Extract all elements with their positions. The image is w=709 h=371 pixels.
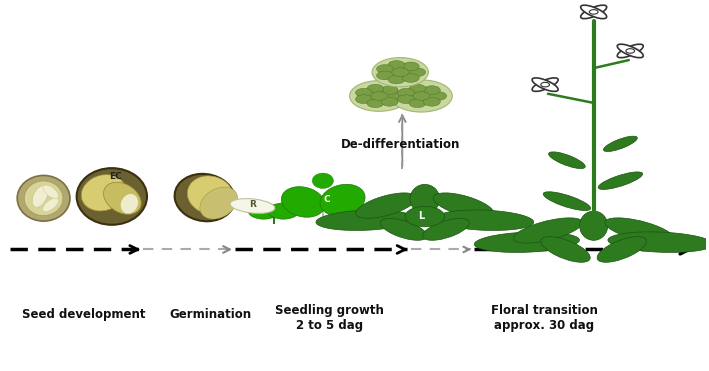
- Circle shape: [367, 84, 384, 93]
- Circle shape: [388, 75, 405, 84]
- Ellipse shape: [82, 175, 125, 211]
- Text: Seed development: Seed development: [22, 308, 145, 321]
- Circle shape: [355, 95, 372, 104]
- Ellipse shape: [320, 184, 365, 216]
- Text: L: L: [418, 211, 425, 221]
- Circle shape: [372, 58, 428, 87]
- Circle shape: [541, 82, 549, 87]
- Ellipse shape: [200, 187, 238, 219]
- Ellipse shape: [549, 152, 585, 168]
- Ellipse shape: [433, 193, 494, 218]
- Circle shape: [423, 98, 440, 106]
- Ellipse shape: [513, 218, 583, 243]
- Ellipse shape: [104, 182, 141, 214]
- Ellipse shape: [174, 174, 235, 221]
- Ellipse shape: [187, 176, 233, 214]
- Circle shape: [405, 206, 445, 227]
- Circle shape: [350, 81, 408, 111]
- Circle shape: [367, 99, 384, 108]
- Ellipse shape: [380, 219, 427, 240]
- Ellipse shape: [281, 187, 325, 217]
- Circle shape: [268, 203, 299, 219]
- Ellipse shape: [543, 192, 591, 210]
- Circle shape: [381, 86, 398, 95]
- Text: EC: EC: [109, 172, 122, 181]
- Ellipse shape: [230, 198, 275, 213]
- Ellipse shape: [597, 237, 647, 262]
- Circle shape: [398, 95, 415, 104]
- Circle shape: [381, 98, 398, 106]
- Ellipse shape: [410, 184, 440, 214]
- Text: De-differentiation: De-differentiation: [340, 138, 460, 151]
- Ellipse shape: [532, 78, 558, 91]
- Circle shape: [388, 92, 404, 100]
- Ellipse shape: [598, 172, 642, 190]
- Ellipse shape: [608, 232, 709, 252]
- Ellipse shape: [605, 218, 674, 243]
- Text: Seedling growth
2 to 5 dag: Seedling growth 2 to 5 dag: [275, 304, 384, 332]
- Circle shape: [402, 62, 419, 71]
- Circle shape: [391, 80, 452, 112]
- Ellipse shape: [579, 211, 608, 240]
- Ellipse shape: [121, 194, 138, 214]
- Ellipse shape: [423, 219, 469, 240]
- Circle shape: [355, 88, 372, 97]
- Circle shape: [388, 60, 405, 69]
- Circle shape: [589, 10, 598, 14]
- Text: Floral transition
approx. 30 dag: Floral transition approx. 30 dag: [491, 304, 598, 332]
- Circle shape: [408, 68, 425, 76]
- Circle shape: [376, 65, 393, 73]
- Text: C: C: [323, 194, 330, 204]
- Circle shape: [626, 49, 635, 53]
- Circle shape: [423, 86, 440, 95]
- Ellipse shape: [474, 232, 579, 252]
- Circle shape: [430, 92, 447, 100]
- Circle shape: [248, 203, 279, 219]
- Circle shape: [376, 71, 393, 80]
- Text: R: R: [249, 200, 256, 209]
- Circle shape: [371, 92, 388, 100]
- Ellipse shape: [618, 44, 643, 58]
- Ellipse shape: [541, 237, 590, 262]
- Ellipse shape: [356, 193, 417, 218]
- Ellipse shape: [24, 181, 63, 216]
- Ellipse shape: [581, 5, 607, 19]
- Ellipse shape: [77, 168, 147, 225]
- Circle shape: [392, 68, 408, 76]
- Ellipse shape: [43, 198, 58, 211]
- Ellipse shape: [316, 210, 414, 230]
- Circle shape: [409, 99, 426, 108]
- Circle shape: [409, 84, 426, 93]
- Ellipse shape: [17, 175, 70, 221]
- Ellipse shape: [532, 78, 558, 91]
- Ellipse shape: [32, 186, 48, 207]
- Circle shape: [398, 88, 415, 97]
- Circle shape: [413, 92, 430, 100]
- Ellipse shape: [43, 185, 58, 198]
- Ellipse shape: [581, 5, 607, 19]
- Ellipse shape: [618, 44, 643, 58]
- Ellipse shape: [312, 173, 333, 188]
- Ellipse shape: [603, 136, 637, 151]
- Ellipse shape: [435, 210, 534, 230]
- Text: Germination: Germination: [169, 308, 252, 321]
- Circle shape: [402, 74, 419, 82]
